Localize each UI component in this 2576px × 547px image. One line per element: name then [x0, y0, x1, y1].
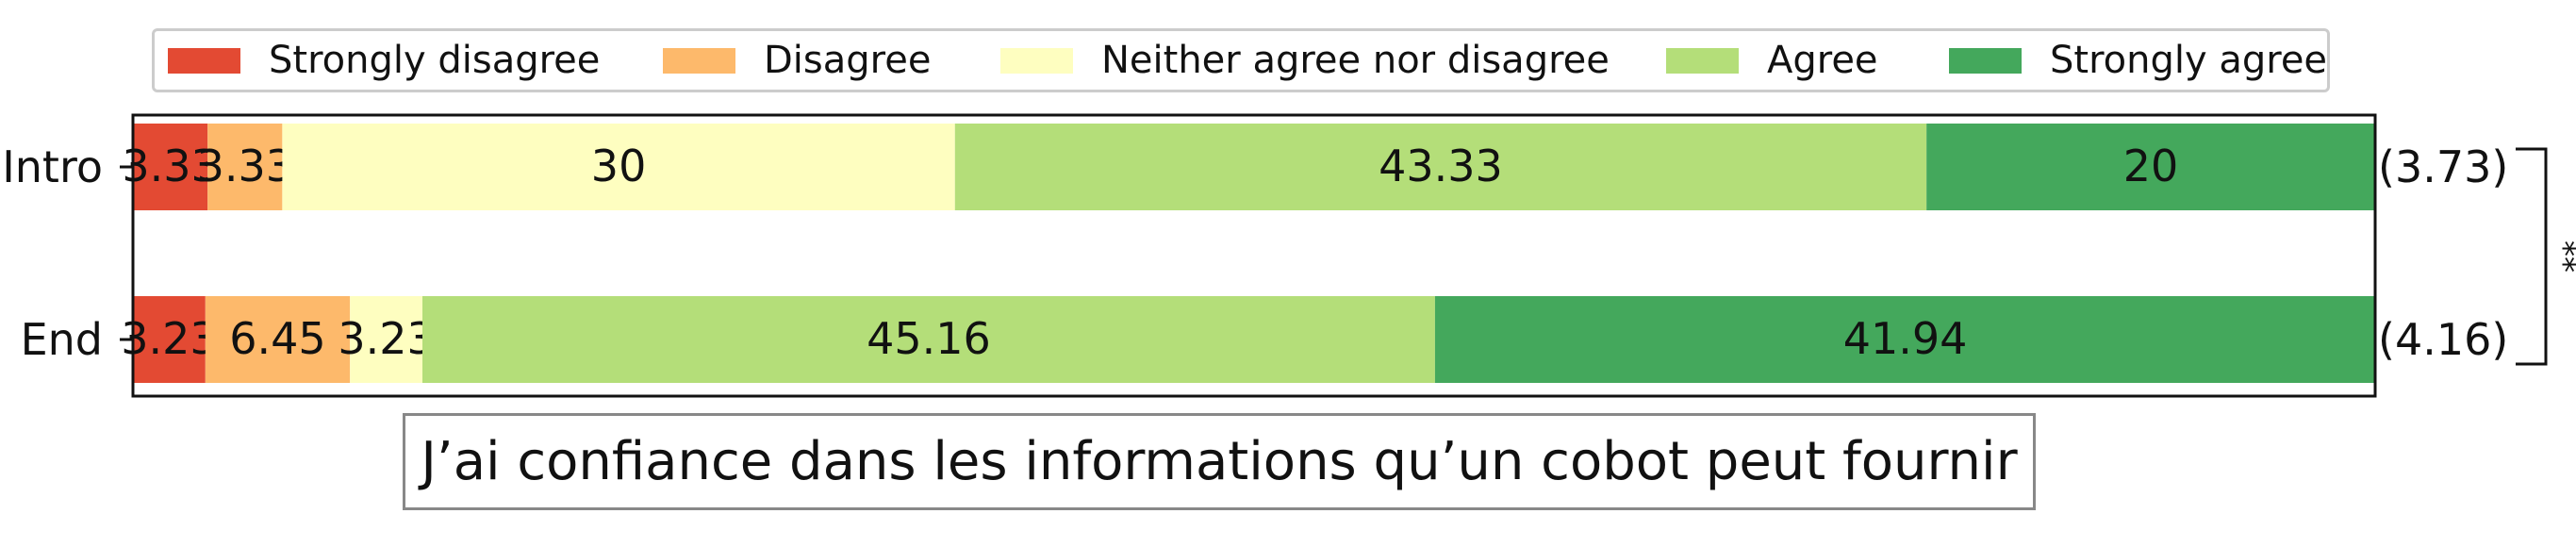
legend-label: Strongly agree: [2050, 39, 2328, 82]
legend-item-strongly-agree: Strongly agree: [1949, 31, 2327, 90]
data-label: 3.33: [197, 141, 293, 191]
data-label: 6.45: [229, 313, 325, 364]
mean-label-end: (4.16): [2378, 314, 2508, 365]
legend-item-disagree: Disagree: [663, 31, 931, 90]
bar-end-agree: [421, 296, 1435, 383]
data-label: 43.33: [1379, 141, 1503, 191]
legend-swatch: [1949, 47, 2022, 74]
mean-labels: (3.73) (4.16): [2378, 141, 2508, 365]
significance-marker: **: [2545, 240, 2576, 273]
legend-swatch: [168, 47, 240, 74]
legend-swatch: [1000, 47, 1073, 74]
chart-title: J’ai confiance dans les informations qu’…: [421, 431, 2018, 492]
legend-item-strongly-disagree: Strongly disagree: [168, 31, 600, 90]
bar-intro-disagree: [207, 124, 283, 210]
category-label-intro: Intro: [2, 141, 103, 192]
bar-intro-agree: [954, 124, 1927, 210]
data-label: 3.23: [338, 313, 434, 364]
legend-item-agree: Agree: [1666, 31, 1878, 90]
plot-frame: [131, 113, 2377, 398]
data-label: 41.94: [1843, 313, 1968, 364]
legend-swatch: [1666, 47, 1739, 74]
bar-end-strongly-agree: [1434, 296, 2376, 383]
mean-label-intro: (3.73): [2378, 141, 2508, 192]
legend-label: Strongly disagree: [269, 39, 601, 82]
legend-label: Disagree: [764, 39, 932, 82]
data-label: 20: [2123, 141, 2179, 191]
bar-end-disagree: [205, 296, 351, 383]
legend-item-neither-agree-nor-disagree: Neither agree nor disagree: [1000, 31, 1610, 90]
legend-label: Neither agree nor disagree: [1101, 39, 1610, 82]
data-label: 3.33: [122, 141, 218, 191]
bar-intro-strongly-agree: [1926, 124, 2375, 210]
bar-intro-strongly-disagree: [133, 124, 208, 210]
bar-end-strongly-disagree: [133, 296, 206, 383]
bars-layer: 3.333.33 30 43.33 203.23 6.45 3.23 45.16 41.94: [121, 124, 2376, 383]
legend-label: Agree: [1767, 39, 1878, 82]
significance-bracket: **: [2516, 147, 2576, 366]
data-label: 30: [591, 141, 647, 191]
bar-intro-neither-agree-nor-disagree: [282, 124, 955, 210]
data-label: 3.23: [121, 313, 217, 364]
category-label-end: End: [21, 314, 103, 365]
category-labels: Intro End: [2, 141, 133, 365]
legend-swatch: [663, 47, 735, 74]
data-label: 45.16: [867, 313, 991, 364]
bracket-line: [2516, 147, 2548, 366]
chart-title-box: J’ai confiance dans les informations qu’…: [403, 413, 2036, 510]
legend: Strongly disagree Disagree Neither agree n…: [152, 28, 2330, 92]
bar-end-neither-agree-nor-disagree: [350, 296, 422, 383]
